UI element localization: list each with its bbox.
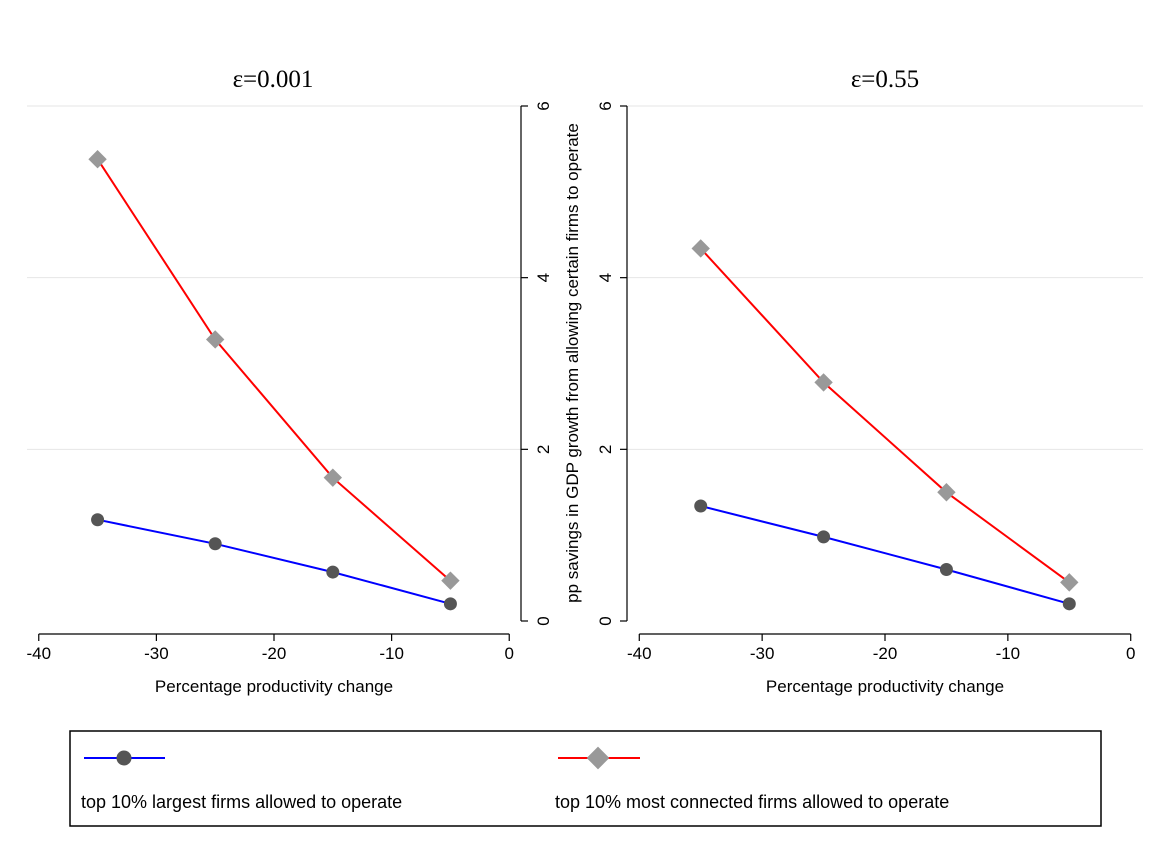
series-line [97, 518, 451, 605]
x-tick-label: -40 [627, 644, 652, 663]
x-tick-label: 0 [505, 644, 514, 663]
x-tick-label: -40 [26, 644, 51, 663]
data-point [939, 563, 953, 576]
y-tick-label: 0 [596, 616, 615, 625]
y-tick-label: 4 [596, 273, 615, 282]
legend: top 10% largest firms allowed to operate… [69, 730, 1102, 827]
data-point [88, 150, 107, 169]
y-tick-label: 0 [534, 616, 553, 625]
data-point [817, 530, 831, 544]
data-point [691, 239, 710, 258]
data-point [441, 571, 460, 590]
data-point [694, 499, 708, 513]
legend-marker-0 [116, 750, 132, 766]
x-tick-label: -30 [144, 644, 169, 663]
panel-title: ε=0.001 [233, 66, 314, 93]
legend-marker-1 [586, 746, 610, 770]
data-point [814, 373, 833, 392]
panel-title: ε=0.55 [851, 66, 919, 93]
x-tick-label: -10 [996, 644, 1021, 663]
data-point [208, 537, 222, 551]
data-point [326, 565, 340, 579]
legend-box [69, 730, 1102, 827]
x-axis-title: Percentage productivity change [155, 677, 393, 696]
x-tick-label: 0 [1126, 644, 1135, 663]
data-point [443, 597, 457, 611]
y-tick-label: 6 [534, 101, 553, 110]
y-axis-title: pp savings in GDP growth from allowing c… [563, 123, 582, 603]
y-tick-label: 6 [596, 101, 615, 110]
panel-right: ε=0.55 -40 -30 -20 -10 0 Percentage productiv… [596, 66, 1143, 696]
panel-left: ε=0.001 -40 -30 -20 -10 0 Percentage producti… [26, 66, 553, 696]
data-point [205, 330, 225, 349]
data-point [323, 468, 343, 487]
data-point [1060, 573, 1079, 592]
x-tick-label: -20 [262, 644, 287, 663]
legend-label-1: top 10% most connected firms allowed to … [555, 792, 949, 812]
x-axis-title: Percentage productivity change [766, 677, 1004, 696]
series-line [96, 158, 452, 582]
data-point [91, 513, 105, 527]
x-tick-label: -10 [379, 644, 404, 663]
series-line [699, 247, 1070, 584]
y-tick-label: 4 [534, 273, 553, 282]
x-tick-label: -30 [750, 644, 775, 663]
y-tick-label: 2 [534, 445, 553, 454]
x-tick-label: -20 [873, 644, 898, 663]
legend-label-0: top 10% largest firms allowed to operate [81, 792, 402, 812]
data-point [937, 483, 956, 502]
data-point [1062, 597, 1076, 611]
series-line [700, 505, 1070, 605]
y-tick-label: 2 [596, 445, 615, 454]
